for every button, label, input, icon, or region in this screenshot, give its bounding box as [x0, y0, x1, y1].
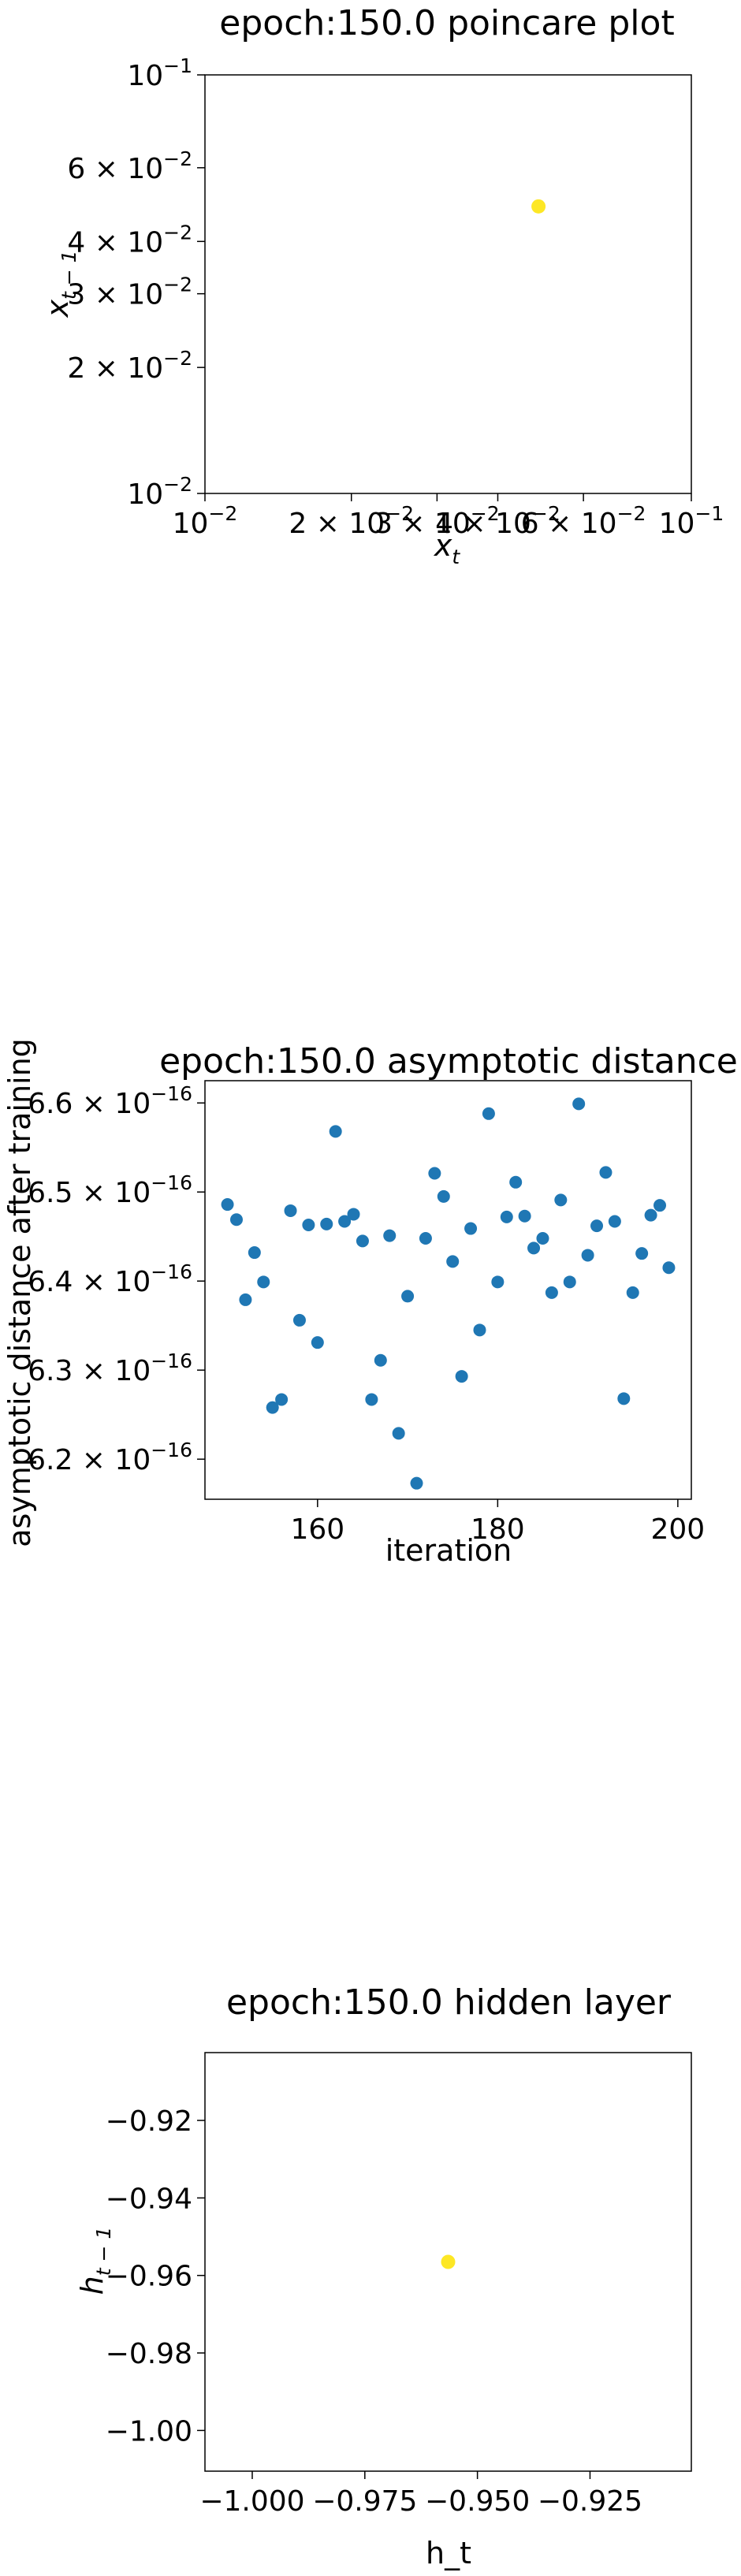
data-point [320, 1217, 333, 1230]
data-point [518, 1209, 531, 1223]
data-point [531, 199, 546, 214]
x-axis-label: h_t [426, 2536, 471, 2570]
y-tick-label: −0.98 [106, 2338, 192, 2370]
data-point [509, 1175, 523, 1189]
x-tick-label: −0.925 [538, 2485, 642, 2518]
data-point [311, 1336, 324, 1349]
data-point [491, 1275, 505, 1289]
y-tick-label: 6.6 × 10−16 [28, 1082, 192, 1120]
y-axis-label: xt − 1 [40, 250, 80, 318]
data-point [581, 1249, 594, 1262]
hidden-layer-chart: epoch:150.0 hidden layer −1.000 −0.975 −0.… [75, 1982, 692, 2570]
data-point [292, 1313, 306, 1327]
data-point [554, 1193, 568, 1207]
x-tick-label: 10−2 [173, 502, 238, 540]
data-point [617, 1392, 631, 1405]
data-point [572, 1097, 586, 1111]
data-point [599, 1166, 613, 1179]
x-tick-label: 4 × 10−2 [435, 502, 560, 540]
data-point [590, 1219, 604, 1233]
x-tick-label: 180 [471, 1513, 525, 1546]
data-point [644, 1208, 657, 1222]
y-tick-label: 6.4 × 10−16 [28, 1260, 192, 1298]
plot-frame [204, 1080, 692, 1500]
data-point [455, 1370, 468, 1383]
y-tick-label: 6.2 × 10−16 [28, 1439, 192, 1476]
data-point [446, 1255, 460, 1268]
data-point [248, 1246, 261, 1260]
x-tick-label: −0.975 [312, 2485, 417, 2518]
plot-frame [204, 2052, 692, 2472]
data-point [221, 1198, 234, 1212]
data-point [419, 1231, 432, 1245]
data-point [401, 1290, 415, 1303]
data-point [229, 1213, 243, 1227]
data-point [653, 1199, 667, 1212]
data-point [257, 1275, 270, 1289]
y-tick-label: −0.92 [106, 2105, 192, 2138]
plot-frame [204, 74, 692, 494]
data-point [383, 1229, 397, 1242]
data-point [482, 1107, 495, 1120]
y-tick-label: 6.3 × 10−16 [28, 1349, 192, 1387]
data-point [473, 1323, 486, 1337]
data-point [536, 1231, 549, 1245]
x-tick-label: 6 × 10−2 [521, 502, 646, 540]
asymptotic-distance-chart: epoch:150.0 asymptotic distance 160 180 20… [2, 1038, 738, 1568]
data-point [302, 1219, 315, 1232]
data-point [329, 1125, 342, 1138]
data-point [608, 1215, 621, 1228]
y-tick-label: 2 × 10−2 [67, 347, 192, 385]
data-point [464, 1222, 478, 1235]
y-tick-label: 10−2 [127, 473, 192, 511]
data-point [437, 1189, 450, 1203]
data-point [563, 1275, 576, 1289]
data-point [239, 1293, 252, 1306]
x-tick-label: 160 [290, 1513, 344, 1546]
y-tick-label: 6.5 × 10−16 [28, 1171, 192, 1209]
data-point [626, 1286, 639, 1299]
data-point [428, 1167, 441, 1180]
data-point [527, 1241, 541, 1255]
data-point [365, 1393, 378, 1406]
x-tick-label: 2 × 10−2 [289, 502, 414, 540]
data-point [347, 1208, 360, 1221]
x-tick-label: −1.000 [199, 2485, 304, 2518]
x-tick-label: 10−1 [659, 502, 724, 540]
y-tick-label: −0.94 [106, 2183, 192, 2215]
poincare-plot-chart: epoch:150.0 poincare plot 10−2 2 × 10−23 … [40, 3, 724, 568]
x-tick-label: −0.950 [425, 2485, 530, 2518]
y-tick-label: 3 × 10−2 [67, 274, 192, 311]
data-point [338, 1215, 352, 1228]
data-point [545, 1286, 558, 1299]
x-axis-label: iteration [385, 1533, 512, 1568]
y-tick-label: 4 × 10−2 [67, 221, 192, 259]
y-tick-label: 10−1 [127, 54, 192, 92]
data-point [392, 1427, 405, 1440]
chart-title: epoch:150.0 poincare plot [219, 3, 674, 43]
y-tick-label: 6 × 10−2 [67, 147, 192, 185]
data-point [266, 1401, 279, 1414]
chart-title: epoch:150.0 hidden layer [226, 1982, 672, 2023]
x-tick-label: 3 × 10−2 [374, 502, 500, 540]
data-point [374, 1353, 387, 1367]
data-point [500, 1210, 513, 1223]
chart-title: epoch:150.0 asymptotic distance [159, 1041, 738, 1081]
data-point [356, 1234, 369, 1248]
data-point [662, 1261, 676, 1275]
y-tick-label: −1.00 [106, 2415, 192, 2448]
data-point [635, 1247, 649, 1260]
data-point [410, 1476, 423, 1490]
data-point [275, 1393, 289, 1406]
y-axis-label: asymptotic distance after training [2, 1038, 37, 1547]
data-point [284, 1204, 297, 1217]
x-tick-label: 200 [651, 1513, 706, 1546]
y-tick-label: −0.96 [106, 2261, 192, 2293]
y-axis-label: ht − 1 [75, 2227, 115, 2295]
data-point [441, 2254, 456, 2269]
